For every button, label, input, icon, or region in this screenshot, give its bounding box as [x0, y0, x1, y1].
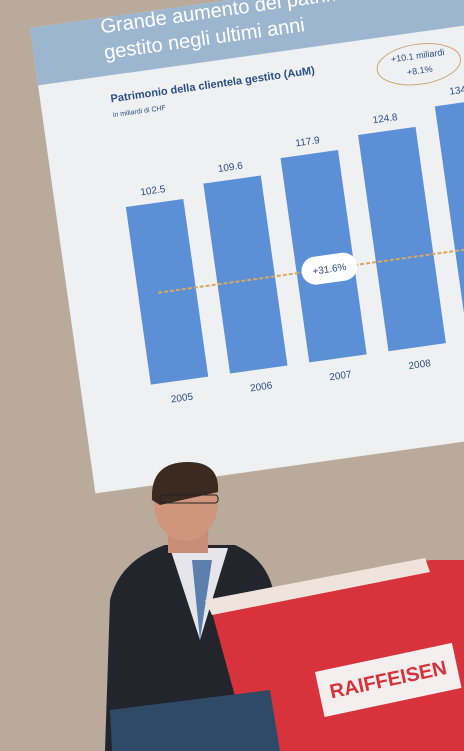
photo: Grande aumento del patrimonio gestito ne…	[0, 0, 464, 751]
projected-slide: Grande aumento del patrimonio gestito ne…	[30, 0, 464, 493]
